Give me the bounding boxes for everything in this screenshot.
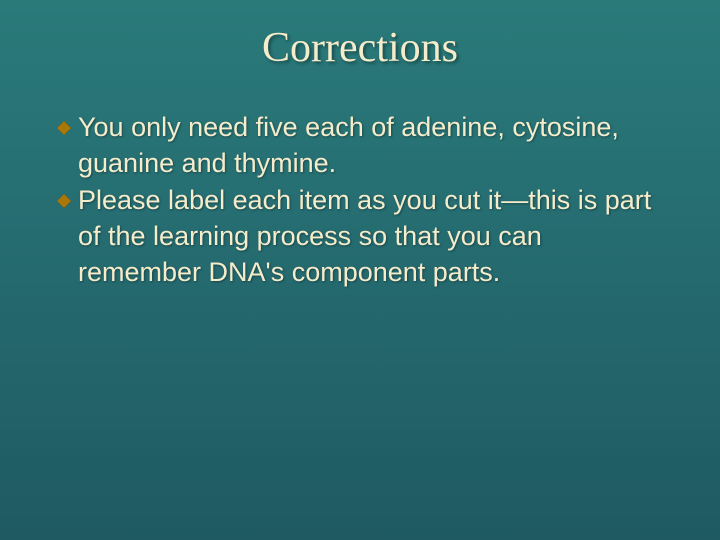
slide-title: Corrections — [0, 0, 720, 72]
diamond-bullet-icon — [56, 120, 72, 136]
bullet-item: You only need five each of adenine, cyto… — [56, 110, 668, 181]
bullet-item: Please label each item as you cut it—thi… — [56, 183, 668, 290]
bullet-text: You only need five each of adenine, cyto… — [78, 110, 668, 181]
bullet-text: Please label each item as you cut it—thi… — [78, 183, 668, 290]
slide-content: You only need five each of adenine, cyto… — [0, 72, 720, 290]
diamond-bullet-icon — [56, 193, 72, 209]
slide: Corrections You only need five each of a… — [0, 0, 720, 540]
